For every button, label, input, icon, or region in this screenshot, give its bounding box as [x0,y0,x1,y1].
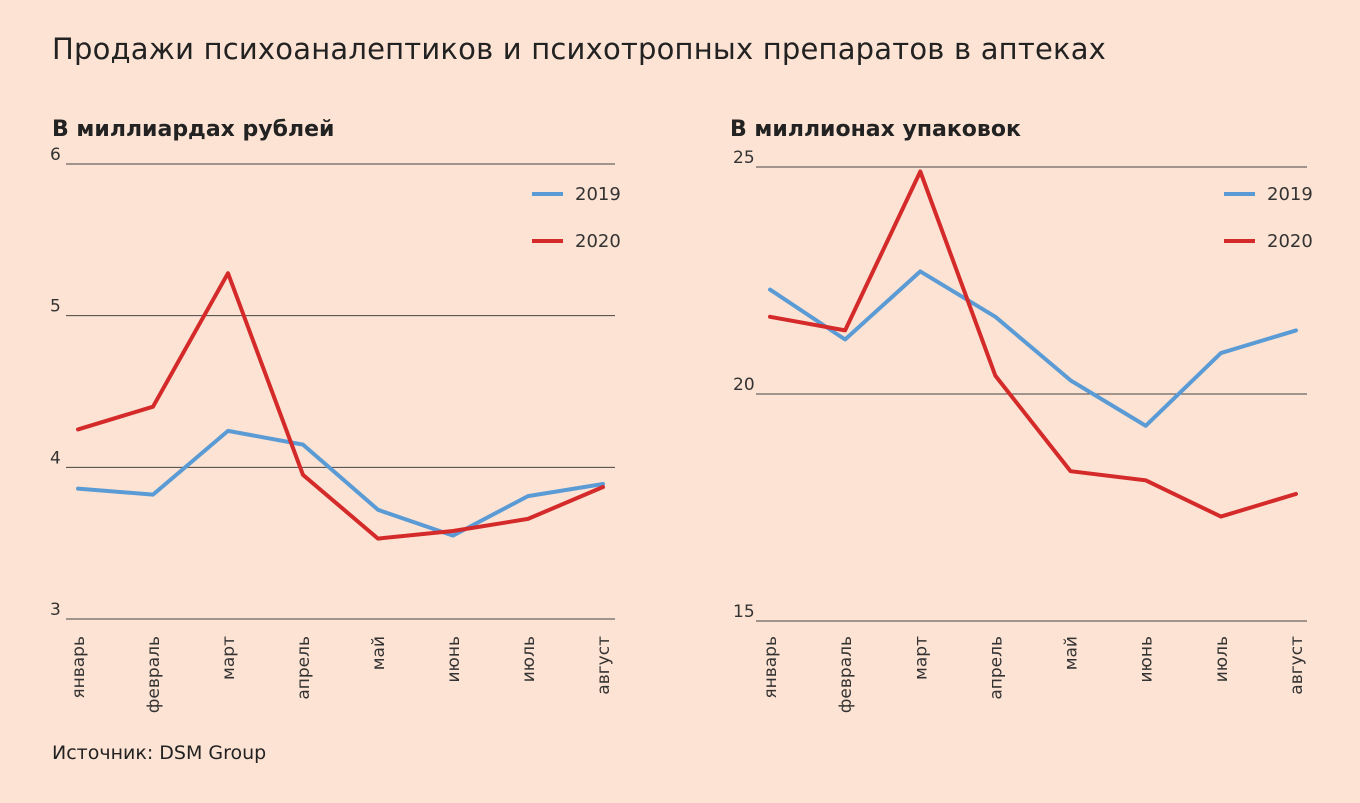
y-tick-label: 15 [733,602,755,622]
y-tick-label: 6 [50,145,61,165]
legend-label-2019: 2019 [1267,184,1313,205]
y-tick-label: 25 [733,148,755,168]
source-note: Источник: DSM Group [52,742,267,764]
x-tick-label: июль [1212,636,1232,682]
x-tick-label: февраль [836,636,856,713]
y-tick-label: 20 [733,375,755,395]
series-line-2019 [76,428,605,538]
series-line-2020 [76,271,605,541]
x-tick-label: август [1287,636,1307,695]
x-tick-label: июнь [444,636,464,683]
x-tick-label: февраль [144,636,164,713]
x-tick-label: март [219,636,239,680]
y-tick-label: 3 [50,600,61,620]
page-title: Продажи психоаналептиков и психотропных … [52,32,1107,66]
x-tick-label: апрель [294,636,314,700]
series-line-2019 [768,269,1298,428]
x-tick-label: январь [69,636,89,699]
x-tick-label: май [369,636,389,670]
x-tick-label: апрель [986,636,1006,700]
legend-label-2020: 2020 [575,231,621,252]
y-tick-label: 5 [50,297,61,317]
x-tick-label: март [911,636,931,680]
y-tick-label: 4 [50,448,61,468]
chart-left-title: В миллиардах рублей [52,117,335,142]
legend-label-2019: 2019 [575,184,621,205]
x-tick-label: июль [519,636,539,682]
x-tick-label: июнь [1137,636,1157,683]
chart-right-title: В миллионах упаковок [730,117,1021,142]
x-tick-label: май [1062,636,1082,670]
x-tick-label: август [594,636,614,695]
legend-label-2020: 2020 [1267,231,1313,252]
x-tick-label: январь [761,636,781,699]
series-line-2020 [768,169,1298,519]
